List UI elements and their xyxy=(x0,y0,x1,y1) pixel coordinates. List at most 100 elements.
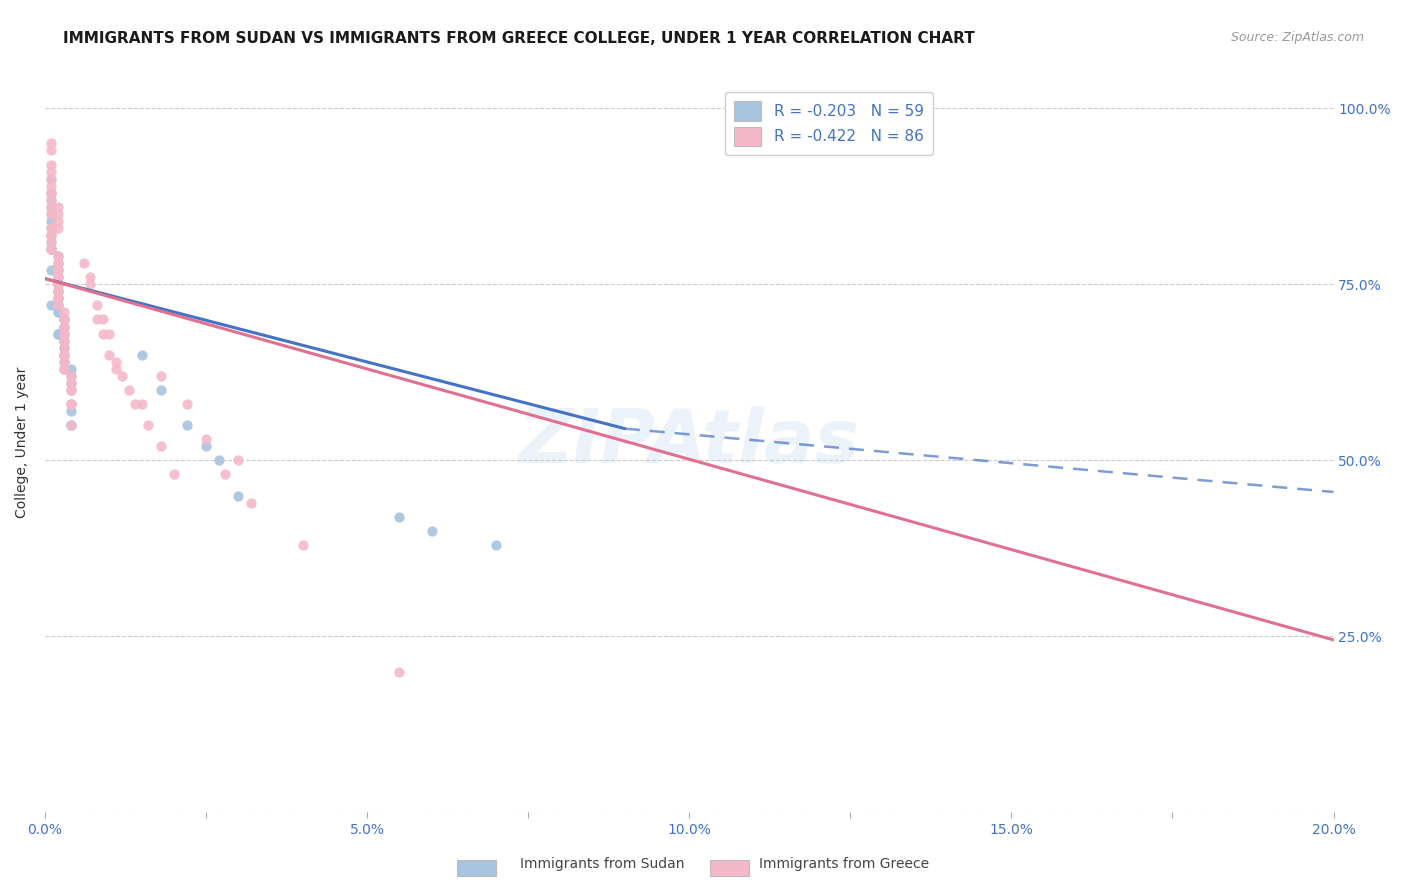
Point xyxy=(46,285,69,299)
Point xyxy=(214,467,236,482)
Point xyxy=(59,383,82,397)
Point xyxy=(104,361,127,376)
Point xyxy=(46,263,69,277)
Point xyxy=(41,193,63,207)
Point xyxy=(131,348,153,362)
Legend: R = -0.203   N = 59, R = -0.422   N = 86: R = -0.203 N = 59, R = -0.422 N = 86 xyxy=(725,92,932,155)
Point xyxy=(53,348,76,362)
Point xyxy=(195,432,218,446)
Text: Immigrants from Sudan: Immigrants from Sudan xyxy=(520,857,685,871)
Point xyxy=(41,235,63,249)
Point xyxy=(53,319,76,334)
Point xyxy=(46,277,69,292)
Point xyxy=(53,334,76,348)
Text: ZIPAtlas: ZIPAtlas xyxy=(519,406,860,479)
Point xyxy=(41,242,63,256)
Point xyxy=(41,136,63,151)
Point xyxy=(53,312,76,326)
Point xyxy=(46,285,69,299)
Point xyxy=(46,214,69,228)
Point xyxy=(53,312,76,326)
Text: Immigrants from Greece: Immigrants from Greece xyxy=(759,857,929,871)
Point xyxy=(98,326,121,341)
Point xyxy=(41,263,63,277)
Point xyxy=(53,355,76,369)
Point xyxy=(41,221,63,235)
Point xyxy=(59,368,82,383)
Point xyxy=(41,207,63,221)
Point xyxy=(46,270,69,285)
Point xyxy=(53,361,76,376)
Point xyxy=(41,298,63,312)
Point xyxy=(41,200,63,214)
Point xyxy=(53,319,76,334)
Point xyxy=(46,326,69,341)
Point xyxy=(59,376,82,390)
Point xyxy=(41,178,63,193)
Point xyxy=(53,348,76,362)
Point xyxy=(46,221,69,235)
Point xyxy=(46,326,69,341)
Point xyxy=(136,418,159,433)
Point xyxy=(131,397,153,411)
Point xyxy=(41,235,63,249)
Point xyxy=(46,263,69,277)
Point xyxy=(41,227,63,242)
Point xyxy=(53,312,76,326)
Point xyxy=(59,383,82,397)
Point xyxy=(79,270,101,285)
Point xyxy=(240,495,263,509)
Point xyxy=(41,214,63,228)
Point xyxy=(86,298,108,312)
Point xyxy=(59,418,82,433)
Point xyxy=(46,291,69,305)
Point xyxy=(41,200,63,214)
Point xyxy=(53,334,76,348)
Point xyxy=(53,312,76,326)
Point xyxy=(53,334,76,348)
Point xyxy=(53,361,76,376)
Point xyxy=(46,298,69,312)
Point xyxy=(388,665,411,679)
Point xyxy=(46,249,69,263)
Point xyxy=(41,242,63,256)
Point xyxy=(46,277,69,292)
Point xyxy=(388,509,411,524)
Point xyxy=(53,355,76,369)
Point xyxy=(226,489,249,503)
Point xyxy=(41,157,63,171)
Point xyxy=(59,418,82,433)
Point xyxy=(46,270,69,285)
Point xyxy=(149,383,172,397)
Point xyxy=(41,144,63,158)
Point xyxy=(41,186,63,200)
Point xyxy=(46,291,69,305)
Point xyxy=(53,326,76,341)
Point xyxy=(59,397,82,411)
Point xyxy=(149,439,172,453)
Point xyxy=(41,186,63,200)
Point xyxy=(53,305,76,319)
Point xyxy=(420,524,443,538)
Point xyxy=(59,397,82,411)
Point xyxy=(53,341,76,355)
Text: Source: ZipAtlas.com: Source: ZipAtlas.com xyxy=(1230,31,1364,45)
Point xyxy=(53,341,76,355)
Point xyxy=(46,256,69,270)
Point xyxy=(41,207,63,221)
Point xyxy=(59,383,82,397)
Point xyxy=(98,348,121,362)
Point xyxy=(53,319,76,334)
Point xyxy=(41,171,63,186)
Point xyxy=(485,538,508,552)
Point xyxy=(53,334,76,348)
Point xyxy=(46,277,69,292)
Point xyxy=(46,249,69,263)
Point xyxy=(59,397,82,411)
Y-axis label: College, Under 1 year: College, Under 1 year xyxy=(15,367,30,518)
Point xyxy=(46,200,69,214)
Point xyxy=(46,270,69,285)
Point xyxy=(124,397,146,411)
Point xyxy=(176,397,198,411)
Point xyxy=(208,453,231,467)
